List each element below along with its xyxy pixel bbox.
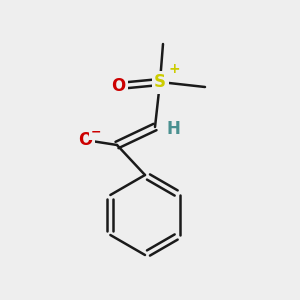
Text: O: O xyxy=(78,131,92,149)
Text: −: − xyxy=(91,125,101,139)
Text: +: + xyxy=(168,62,180,76)
Text: S: S xyxy=(154,73,166,91)
Text: O: O xyxy=(111,77,125,95)
Text: H: H xyxy=(166,120,180,138)
